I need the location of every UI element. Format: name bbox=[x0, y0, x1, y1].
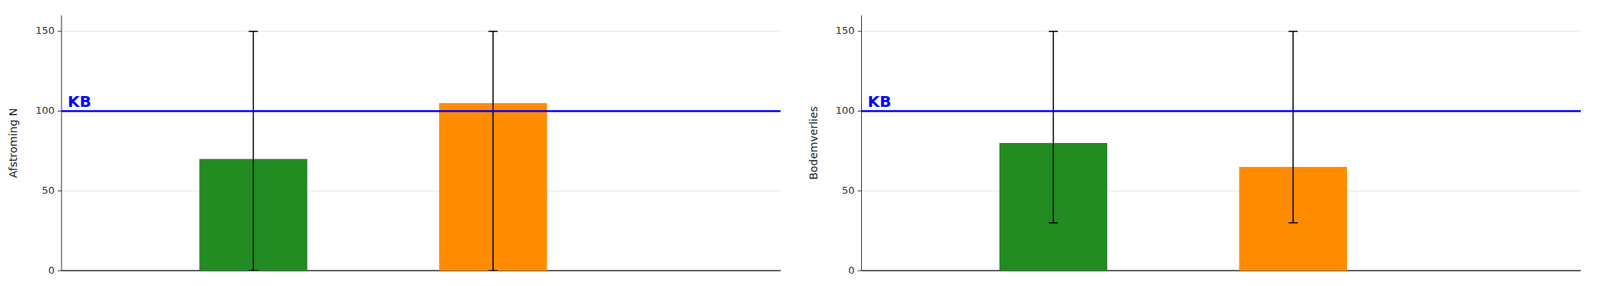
tick-label: 100 bbox=[835, 104, 855, 117]
error-cap bbox=[248, 30, 258, 33]
tick-mark bbox=[57, 190, 62, 192]
plot-area bbox=[861, 31, 1582, 271]
tick-label: 50 bbox=[841, 184, 855, 197]
tick-mark bbox=[858, 110, 862, 112]
error-bar bbox=[1048, 31, 1058, 223]
plot-area bbox=[61, 31, 782, 271]
error-bar bbox=[488, 31, 498, 271]
error-cap bbox=[488, 269, 498, 271]
tick-label: 100 bbox=[35, 104, 55, 117]
grid-line bbox=[861, 190, 1582, 192]
tick-label: 0 bbox=[848, 264, 855, 277]
x-axis bbox=[861, 269, 1582, 272]
error-cap bbox=[1288, 30, 1298, 33]
error-line bbox=[1052, 31, 1055, 223]
grid-line bbox=[61, 270, 782, 272]
tick-label: 50 bbox=[41, 184, 55, 197]
tick-mark bbox=[57, 270, 62, 272]
tick-mark bbox=[57, 110, 62, 112]
grid-line bbox=[61, 110, 782, 112]
panel: 0 50 100 150 Afstroming N KB bbox=[6, 15, 782, 277]
error-line bbox=[252, 31, 255, 271]
tick-mark bbox=[57, 30, 62, 32]
error-bar bbox=[1288, 31, 1298, 223]
reference-label: KB bbox=[868, 92, 892, 111]
y-axis-label: Bodemverlies bbox=[807, 106, 820, 180]
y-axis-label: Afstroming N bbox=[6, 107, 20, 178]
grid-line bbox=[861, 110, 1582, 112]
grid-line bbox=[61, 30, 782, 32]
tick-label: 0 bbox=[48, 264, 55, 277]
reference-line bbox=[61, 109, 782, 113]
error-line bbox=[492, 31, 495, 271]
tick-label: 150 bbox=[835, 24, 855, 37]
error-line bbox=[1292, 31, 1294, 223]
reference-label: KB bbox=[67, 92, 92, 111]
error-cap bbox=[1288, 222, 1298, 224]
y-axis bbox=[861, 15, 862, 271]
panel: 0 50 100 150 Bodemverlies KB bbox=[807, 15, 1582, 277]
error-cap bbox=[1048, 222, 1058, 224]
tick-mark bbox=[858, 30, 862, 32]
error-cap bbox=[1048, 30, 1058, 33]
figure: 0 50 100 150 Afstroming N KB 0 50 100 150 Bodemver… bbox=[0, 0, 1600, 286]
grid-line bbox=[61, 190, 782, 192]
error-cap bbox=[488, 30, 498, 33]
error-bar bbox=[248, 31, 258, 271]
error-cap bbox=[248, 269, 258, 271]
tick-mark bbox=[858, 270, 862, 272]
reference-line bbox=[861, 109, 1582, 113]
y-axis bbox=[61, 15, 63, 271]
x-axis bbox=[61, 269, 782, 272]
tick-label: 150 bbox=[35, 24, 55, 37]
grid-line bbox=[861, 30, 1582, 32]
grid-line bbox=[861, 270, 1582, 272]
tick-mark bbox=[858, 190, 862, 192]
